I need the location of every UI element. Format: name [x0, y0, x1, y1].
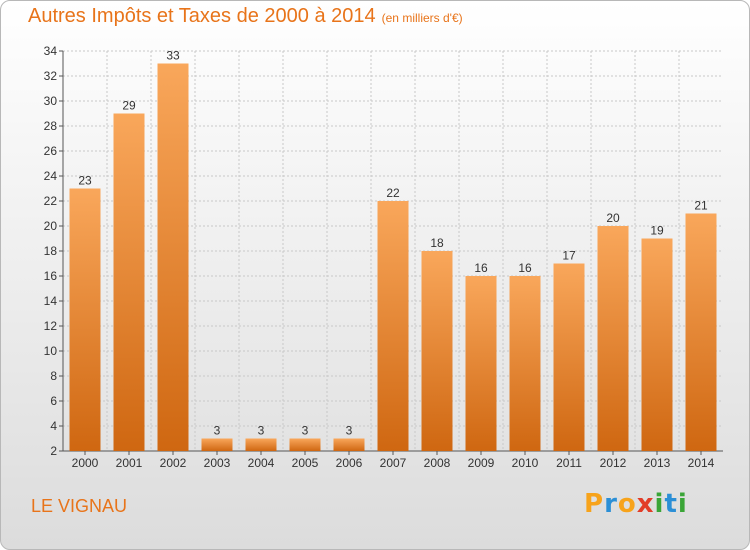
logo-letter: o: [617, 489, 637, 519]
value-label-2013: 19: [650, 224, 664, 238]
x-tick-label-2013: 2013: [644, 456, 671, 470]
y-tick-label: 16: [44, 269, 58, 283]
value-label-2014: 21: [694, 199, 708, 213]
value-label-2001: 29: [122, 99, 136, 113]
x-tick-label-2010: 2010: [512, 456, 539, 470]
bar-2012: [597, 226, 629, 451]
x-tick-label-2006: 2006: [336, 456, 363, 470]
x-tick-label-2014: 2014: [688, 456, 715, 470]
bar-2001: [113, 113, 145, 451]
y-tick-label: 14: [44, 294, 58, 308]
x-tick-label-2001: 2001: [116, 456, 143, 470]
value-label-2009: 16: [474, 261, 488, 275]
x-tick-label-2000: 2000: [72, 456, 99, 470]
x-tick-label-2004: 2004: [248, 456, 275, 470]
x-tick-label-2009: 2009: [468, 456, 495, 470]
y-tick-label: 32: [44, 69, 58, 83]
chart-title: Autres Impôts et Taxes de 2000 à 2014 (en…: [28, 5, 463, 28]
y-tick-label: 34: [44, 44, 58, 58]
place-name: LE VIGNAU: [31, 496, 128, 516]
x-tick-label-2007: 2007: [380, 456, 407, 470]
logo-letter: r: [604, 489, 618, 519]
y-tick-label: 10: [44, 344, 58, 358]
value-label-2004: 3: [258, 424, 265, 438]
x-tick-label-2003: 2003: [204, 456, 231, 470]
x-tick-label-2002: 2002: [160, 456, 187, 470]
value-label-2008: 18: [430, 236, 444, 250]
y-tick-label: 24: [44, 169, 58, 183]
y-tick-label: 30: [44, 94, 58, 108]
bar-2005: [289, 438, 321, 451]
y-tick-label: 18: [44, 244, 58, 258]
y-tick-label: 12: [44, 319, 58, 333]
bar-2007: [377, 201, 409, 451]
bar-2003: [201, 438, 233, 451]
x-tick-label-2011: 2011: [556, 456, 582, 470]
y-tick-label: 22: [44, 194, 58, 208]
x-tick-label-2008: 2008: [424, 456, 451, 470]
bar-2014: [685, 213, 717, 451]
logo-letter: i: [654, 489, 665, 519]
value-label-2011: 17: [562, 249, 576, 263]
logo-letter: x: [636, 489, 655, 519]
y-tick-label: 8: [50, 369, 57, 383]
x-tick-label-2005: 2005: [292, 456, 319, 470]
value-label-2003: 3: [214, 424, 221, 438]
y-tick-label: 20: [44, 219, 58, 233]
value-label-2010: 16: [518, 261, 532, 275]
y-tick-label: 2: [50, 444, 57, 458]
logo-letter: P: [584, 489, 605, 519]
bar-2002: [157, 63, 189, 451]
bar-2011: [553, 263, 585, 451]
proxiti-logo: Proxiti: [584, 489, 688, 519]
bar-2000: [69, 188, 101, 451]
bar-2004: [245, 438, 277, 451]
y-tick-label: 28: [44, 119, 58, 133]
value-label-2000: 23: [78, 174, 92, 188]
y-tick-label: 6: [50, 394, 57, 408]
title-text: Autres Impôts et Taxes de 2000 à 2014: [28, 5, 376, 27]
value-label-2012: 20: [606, 211, 620, 225]
value-label-2002: 33: [166, 49, 180, 63]
bar-2006: [333, 438, 365, 451]
value-label-2005: 3: [302, 424, 309, 438]
bar-2010: [509, 276, 541, 451]
chart-subtitle: (en milliers d'€): [381, 11, 463, 25]
bar-2009: [465, 276, 497, 451]
value-label-2007: 22: [386, 186, 400, 200]
bar-2013: [641, 238, 673, 451]
x-tick-label-2012: 2012: [600, 456, 627, 470]
value-label-2006: 3: [346, 424, 353, 438]
logo-letter: t: [664, 489, 678, 519]
logo-letter: i: [677, 489, 688, 519]
bar-2008: [421, 251, 453, 451]
y-tick-label: 4: [50, 419, 57, 433]
y-tick-label: 26: [44, 144, 58, 158]
bars: [69, 63, 717, 451]
